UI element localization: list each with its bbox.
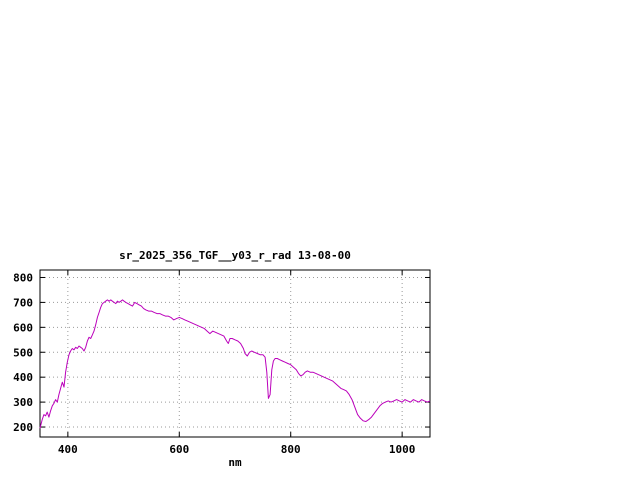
x-tick-label: 800 <box>281 443 301 456</box>
y-tick-label: 400 <box>13 371 33 384</box>
y-tick-label: 200 <box>13 421 33 434</box>
spectrum-line <box>39 299 431 429</box>
x-tick-label: 400 <box>58 443 78 456</box>
x-tick-label: 1000 <box>389 443 416 456</box>
x-axis-label: nm <box>228 456 242 469</box>
x-tick-label: 600 <box>169 443 189 456</box>
y-tick-label: 800 <box>13 271 33 284</box>
plot-title: sr_2025_356_TGF__y03_r_rad 13-08-00 <box>119 249 351 262</box>
y-tick-label: 700 <box>13 296 33 309</box>
y-tick-label: 600 <box>13 321 33 334</box>
y-tick-label: 500 <box>13 346 33 359</box>
y-tick-label: 300 <box>13 396 33 409</box>
plot-frame <box>39 269 431 438</box>
